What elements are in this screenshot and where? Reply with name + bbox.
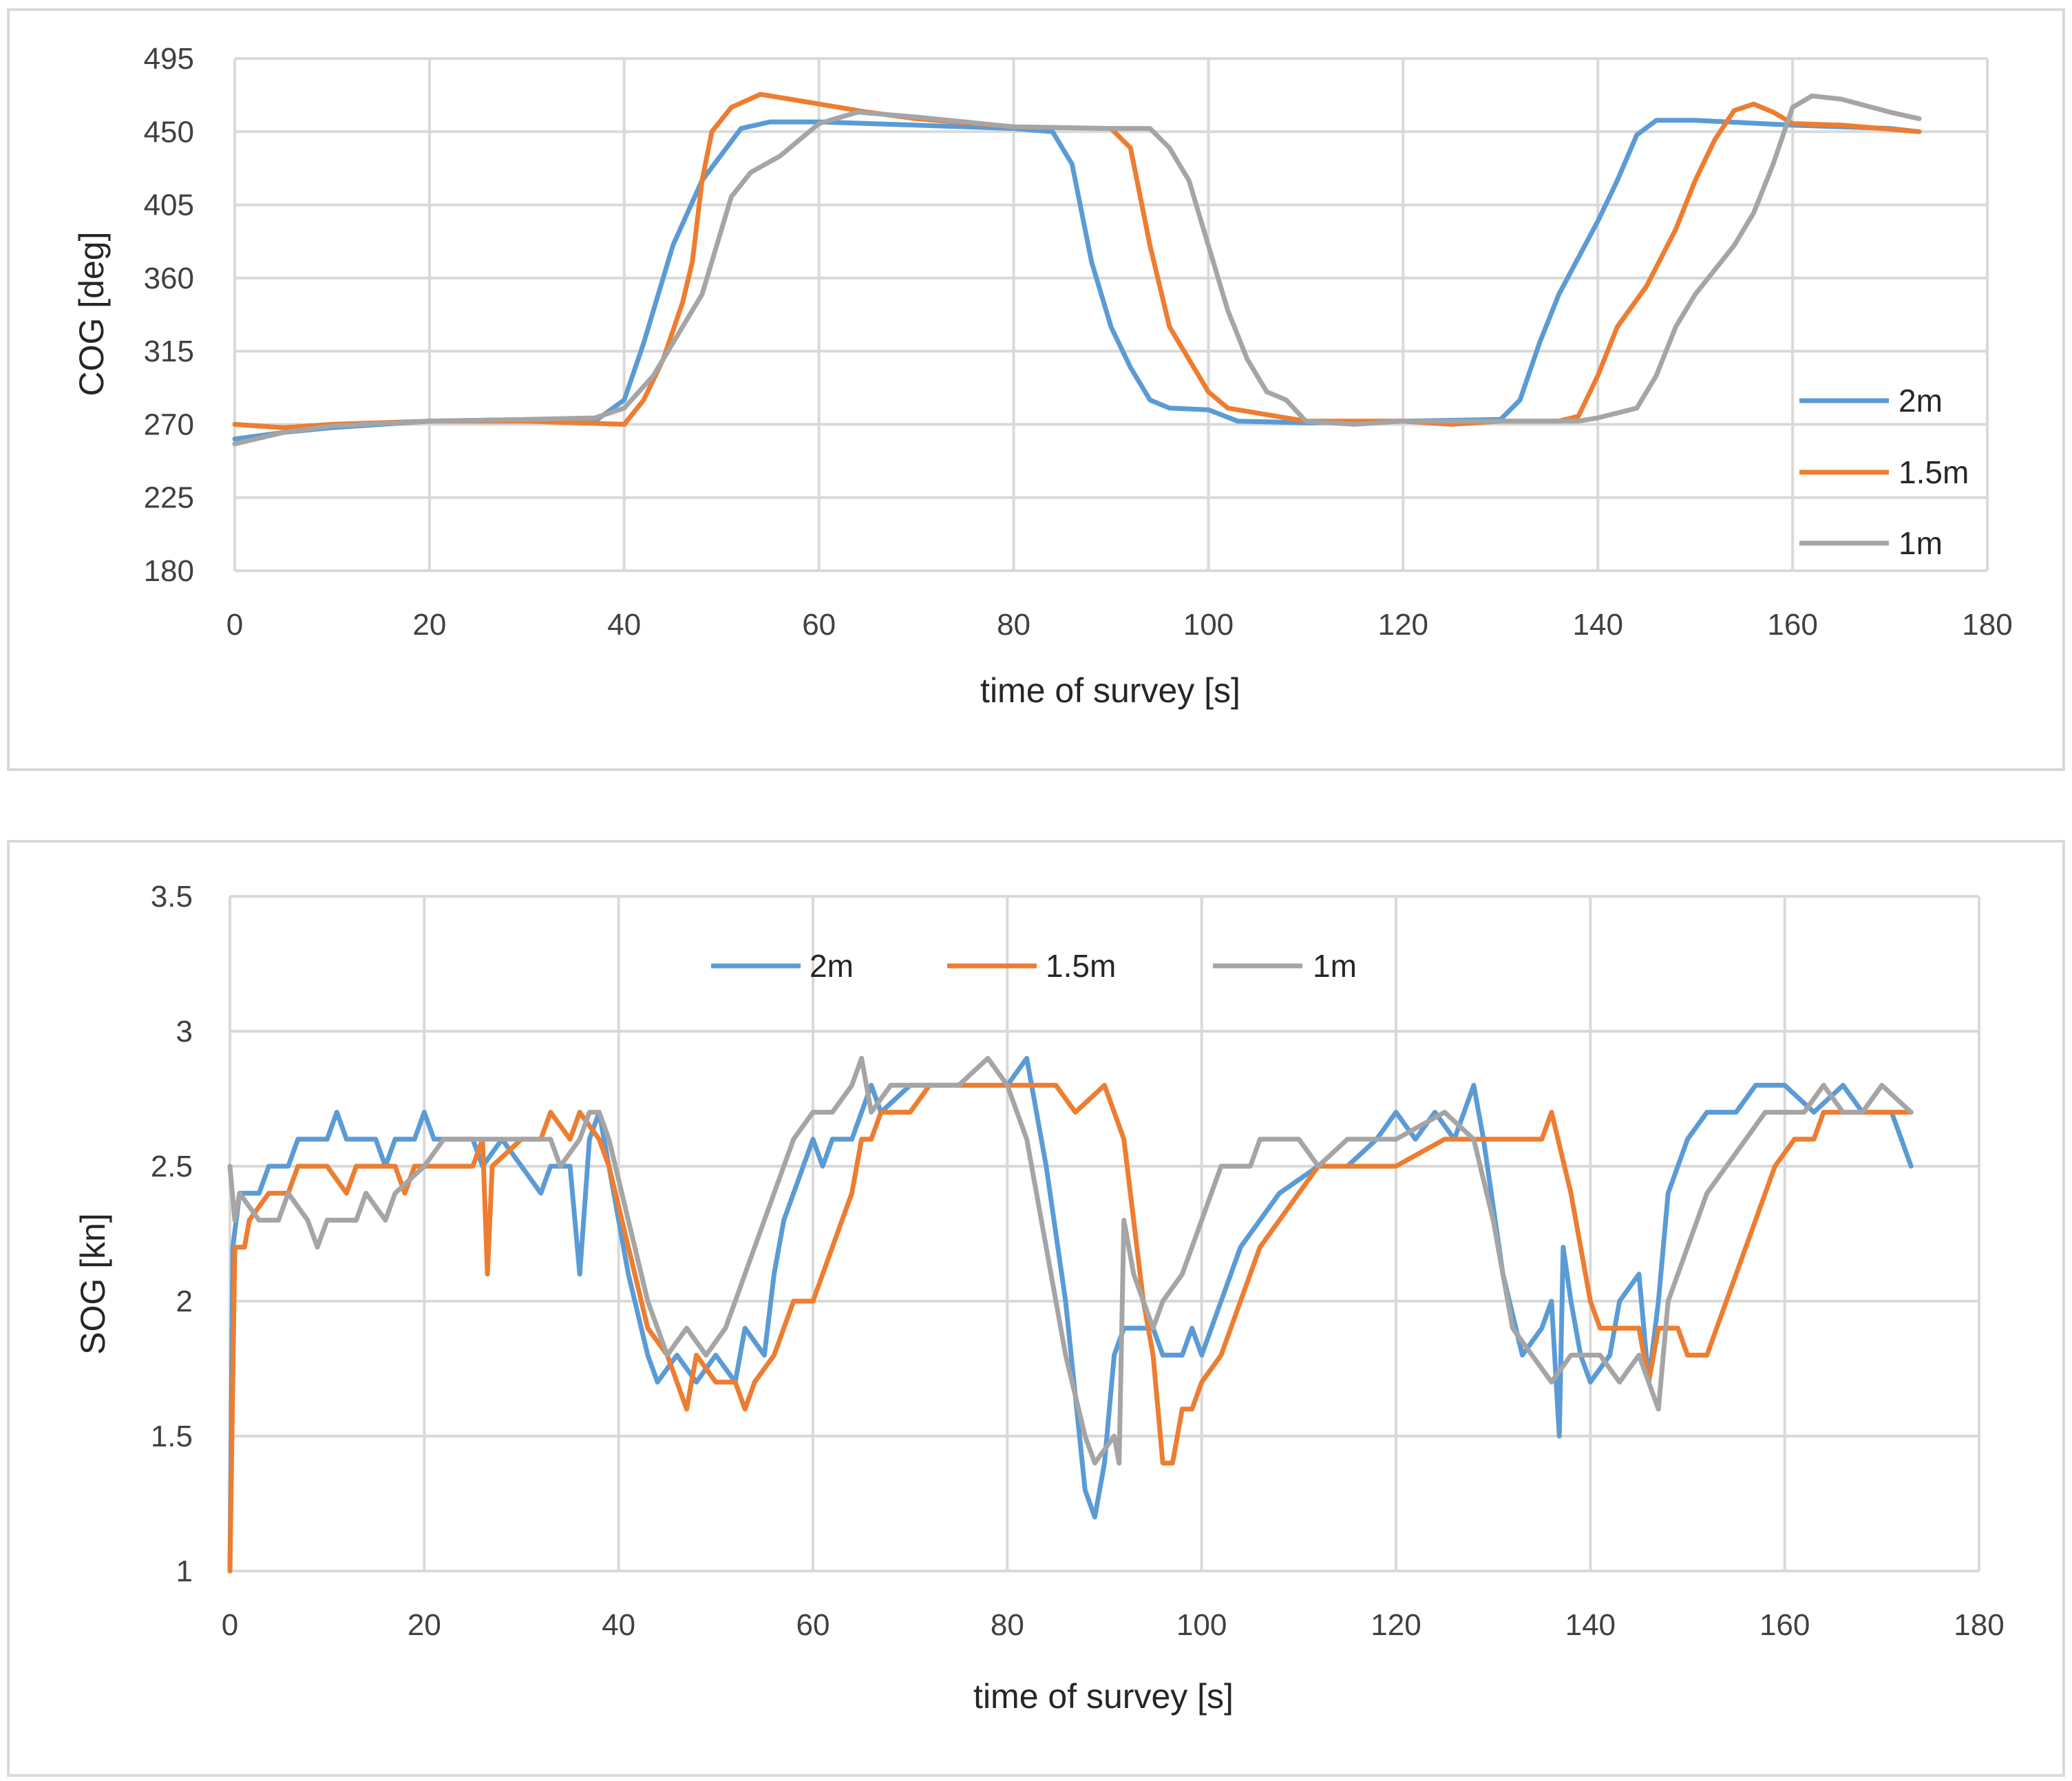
sog-x-axis-title: time of survey [s] [973,1677,1234,1716]
sog-x-tick-label: 100 [1176,1608,1227,1642]
cog-y-tick-label: 180 [144,554,194,588]
sog-legend-label-2m: 2m [810,948,854,984]
cog-legend-entry-2m: 2m [1799,383,1943,419]
sog-legend-entry-1m: 1m [1213,948,1357,984]
sog-gridlines [229,895,1980,1572]
sog-chart-frame [7,840,2065,1777]
sog-y-tick-label: 3 [176,1015,193,1048]
cog-x-tick-label: 80 [997,608,1030,642]
cog-y-tick-label: 495 [144,42,194,76]
sog-x-tick-label: 20 [408,1608,441,1642]
cog-y-tick-labels: 180 225 270 315 360 405 450 495 [144,42,194,588]
sog-series-line-1.5m [227,1082,1914,1574]
cog-y-tick-label: 360 [144,262,194,295]
cog-series-lines [232,92,1922,447]
cog-series-line-1.5m [232,92,1922,430]
sog-x-tick-label: 0 [222,1608,238,1642]
cog-x-tick-label: 0 [226,608,243,642]
sog-legend-entry-2m: 2m [711,948,854,984]
cog-x-tick-labels: 0 20 40 60 80 100 120 140 160 180 [226,608,2013,642]
sog-y-tick-label: 1.5 [151,1420,193,1453]
cog-x-tick-label: 140 [1573,608,1623,642]
cog-chart-frame [7,8,2065,771]
sog-x-tick-label: 80 [991,1608,1024,1642]
sog-y-tick-label: 1 [176,1555,193,1588]
sog-series-lines [227,1055,1914,1574]
cog-x-tick-label: 60 [802,608,836,642]
cog-series-line-2m [232,118,1922,442]
cog-legend-entry-1m: 1m [1799,525,1943,561]
cog-y-tick-label: 450 [144,115,194,149]
cog-legend-label-2m: 2m [1899,383,1943,419]
cog-x-tick-label: 20 [412,608,446,642]
cog-legend: 2m 1.5m 1m [1799,383,1969,561]
sog-y-tick-label: 2.5 [151,1150,193,1183]
cog-x-tick-label: 160 [1767,608,1817,642]
cog-x-tick-label: 120 [1378,608,1428,642]
sog-y-tick-label: 2 [176,1285,193,1318]
sog-legend: 2m 1.5m 1m [711,948,1357,984]
sog-x-tick-label: 140 [1565,1608,1616,1642]
sog-series-line-1m [227,1055,1914,1466]
sog-legend-entry-1.5m: 1.5m [947,948,1116,984]
sog-x-tick-labels: 0 20 40 60 80 100 120 140 160 180 [222,1608,2005,1642]
sog-x-tick-label: 180 [1954,1608,2004,1642]
cog-y-tick-label: 405 [144,189,194,222]
cog-gridlines [233,57,1989,572]
sog-y-axis-title: SOG [kn] [74,1213,112,1355]
cog-x-axis-title: time of survey [s] [980,671,1240,710]
cog-y-tick-label: 225 [144,481,194,515]
sog-legend-label-1.5m: 1.5m [1046,948,1116,984]
cog-legend-label-1.5m: 1.5m [1899,454,1969,490]
cog-legend-label-1m: 1m [1899,525,1943,561]
cog-legend-entry-1.5m: 1.5m [1799,454,1969,490]
sog-x-tick-label: 40 [602,1608,635,1642]
sog-chart: 1 1.5 2 2.5 3 3.5 0 20 40 60 80 100 120 140 160 180 ti… [7,840,2065,1777]
cog-x-tick-label: 100 [1183,608,1234,642]
cog-chart: 180 225 270 315 360 405 450 495 0 20 40 60 80 100 120… [7,8,2065,771]
sog-x-tick-label: 160 [1759,1608,1810,1642]
cog-x-tick-label: 180 [1962,608,2012,642]
cog-y-axis-title: COG [deg] [72,232,111,397]
cog-x-tick-label: 40 [607,608,641,642]
cog-series-line-1m [232,93,1922,447]
sog-legend-label-1m: 1m [1313,948,1357,984]
sog-x-tick-label: 60 [796,1608,830,1642]
sog-x-tick-label: 120 [1371,1608,1421,1642]
cog-y-tick-label: 270 [144,408,194,441]
sog-y-tick-label: 3.5 [151,880,193,914]
cog-y-tick-label: 315 [144,335,194,368]
sog-y-tick-labels: 1 1.5 2 2.5 3 3.5 [151,880,193,1588]
